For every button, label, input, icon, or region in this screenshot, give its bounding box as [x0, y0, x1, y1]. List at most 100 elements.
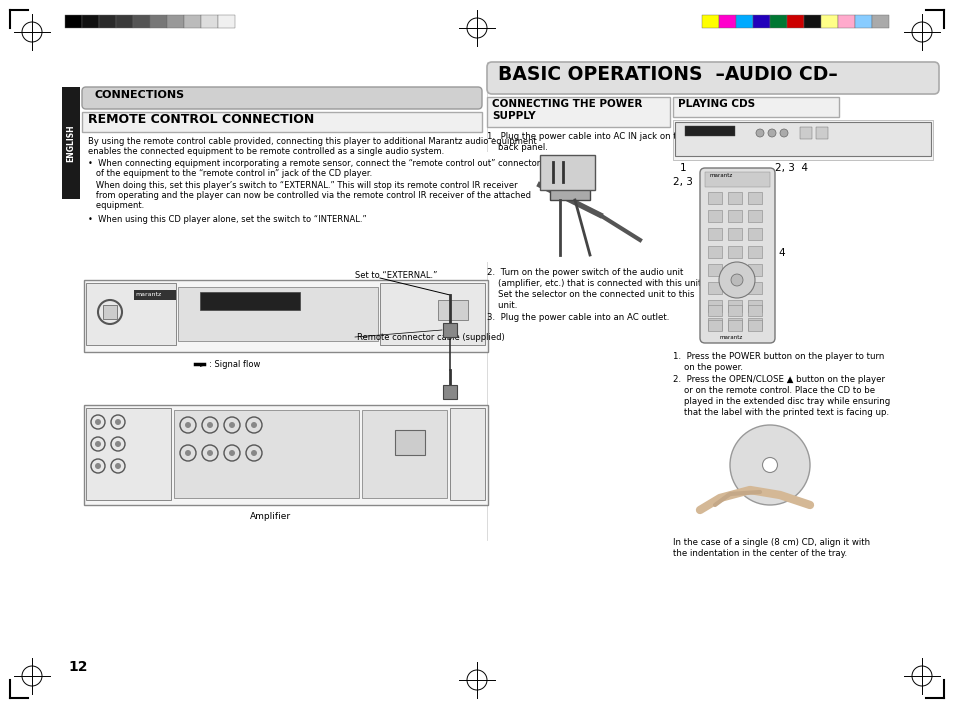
Text: 1.  Press the POWER button on the player to turn: 1. Press the POWER button on the player … [672, 352, 883, 361]
Circle shape [207, 422, 213, 428]
Bar [800, 127, 811, 139]
Bar [689, 420, 844, 530]
Bar [727, 228, 741, 240]
Bar [735, 15, 752, 28]
Bar [747, 300, 761, 312]
Circle shape [115, 441, 121, 447]
Bar [707, 282, 721, 294]
Bar [707, 320, 721, 331]
Text: By using the remote control cable provided, connecting this player to additional: By using the remote control cable provid… [88, 137, 537, 146]
Bar [747, 305, 761, 316]
Text: CONNECTIONS: CONNECTIONS [95, 90, 185, 100]
Bar [747, 192, 761, 204]
Bar [132, 15, 150, 28]
Circle shape [755, 129, 763, 137]
Text: 4: 4 [778, 248, 783, 258]
Bar [184, 15, 201, 28]
Bar [437, 300, 468, 320]
Text: equipment.: equipment. [88, 201, 144, 210]
Circle shape [95, 441, 101, 447]
Bar [752, 15, 769, 28]
Bar [707, 300, 721, 312]
Text: Set to “EXTERNAL.”: Set to “EXTERNAL.” [355, 271, 436, 280]
Text: ► : Signal flow: ► : Signal flow [200, 360, 260, 369]
Circle shape [95, 419, 101, 425]
Bar [86, 283, 175, 345]
Bar [707, 246, 721, 258]
Text: of the equipment to the “remote control in” jack of the CD player.: of the equipment to the “remote control … [88, 169, 372, 178]
Bar [167, 15, 184, 28]
Bar [675, 122, 930, 156]
Text: •  When using this CD player alone, set the switch to “INTERNAL.”: • When using this CD player alone, set t… [88, 215, 366, 224]
Bar [150, 15, 167, 28]
Bar [701, 15, 719, 28]
Bar [486, 152, 661, 262]
Text: 2.  Press the OPEN/CLOSE ▲ button on the player: 2. Press the OPEN/CLOSE ▲ button on the … [672, 375, 884, 384]
Text: the indentation in the center of the tray.: the indentation in the center of the tra… [672, 549, 846, 558]
Bar [704, 172, 769, 187]
Bar [769, 15, 786, 28]
Text: CONNECTING THE POWER
SUPPLY: CONNECTING THE POWER SUPPLY [492, 99, 641, 120]
Circle shape [185, 422, 191, 428]
Bar [82, 15, 99, 28]
Bar [84, 280, 488, 352]
Bar [803, 15, 821, 28]
Bar [550, 170, 589, 200]
Bar [871, 15, 888, 28]
Bar [173, 410, 358, 498]
Bar [450, 408, 484, 500]
Circle shape [730, 274, 742, 286]
Circle shape [207, 450, 213, 456]
Bar [82, 112, 481, 132]
Bar [442, 323, 456, 337]
Bar [854, 15, 871, 28]
Text: from operating and the player can now be controlled via the remote control IR re: from operating and the player can now be… [88, 191, 531, 200]
Bar [786, 15, 803, 28]
Text: When doing this, set this player’s switch to “EXTERNAL.” This will stop its remo: When doing this, set this player’s switc… [88, 181, 517, 190]
Text: In the case of a single (8 cm) CD, align it with: In the case of a single (8 cm) CD, align… [672, 538, 869, 547]
Bar [62, 87, 80, 199]
Text: 3.  Plug the power cable into an AC outlet.: 3. Plug the power cable into an AC outle… [486, 313, 669, 322]
Bar [821, 15, 837, 28]
Text: enables the connected equipment to be remote controlled as a single audio system: enables the connected equipment to be re… [88, 147, 444, 156]
Text: 1.  Plug the power cable into AC IN jack on the: 1. Plug the power cable into AC IN jack … [486, 132, 687, 141]
Circle shape [115, 419, 121, 425]
Bar [218, 15, 234, 28]
Text: marantz: marantz [135, 292, 161, 297]
Text: 2, 3: 2, 3 [672, 177, 692, 187]
FancyBboxPatch shape [486, 62, 938, 94]
Bar [178, 287, 377, 341]
FancyBboxPatch shape [82, 87, 481, 109]
Circle shape [229, 450, 234, 456]
Text: Amplifier: Amplifier [249, 512, 291, 521]
Text: 1: 1 [679, 163, 686, 173]
Bar [707, 318, 721, 330]
Bar [747, 318, 761, 330]
Circle shape [115, 463, 121, 469]
Ellipse shape [729, 425, 809, 505]
Bar [707, 305, 721, 316]
Bar [727, 318, 741, 330]
Text: or on the remote control. Place the CD to be: or on the remote control. Place the CD t… [672, 386, 874, 395]
Text: •  When connecting equipment incorporating a remote sensor, connect the “remote : • When connecting equipment incorporatin… [88, 159, 539, 168]
Bar [486, 97, 669, 127]
Bar [747, 320, 761, 331]
Text: REMOTE CONTROL CONNECTION: REMOTE CONTROL CONNECTION [88, 113, 314, 126]
Bar [747, 264, 761, 276]
Bar [707, 210, 721, 222]
Circle shape [185, 450, 191, 456]
FancyBboxPatch shape [700, 168, 774, 343]
Text: 2, 3  4: 2, 3 4 [774, 163, 807, 173]
Bar [442, 385, 456, 399]
Ellipse shape [761, 457, 777, 472]
Text: Set the selector on the connected unit to this: Set the selector on the connected unit t… [486, 290, 694, 299]
Circle shape [767, 129, 775, 137]
Bar [200, 292, 299, 310]
Circle shape [719, 262, 754, 298]
Bar [133, 290, 175, 300]
Bar [361, 410, 447, 498]
Text: BASIC OPERATIONS  –AUDIO CD–: BASIC OPERATIONS –AUDIO CD– [497, 65, 837, 84]
Text: unit.: unit. [486, 301, 517, 310]
Bar [395, 430, 424, 455]
Bar [727, 264, 741, 276]
